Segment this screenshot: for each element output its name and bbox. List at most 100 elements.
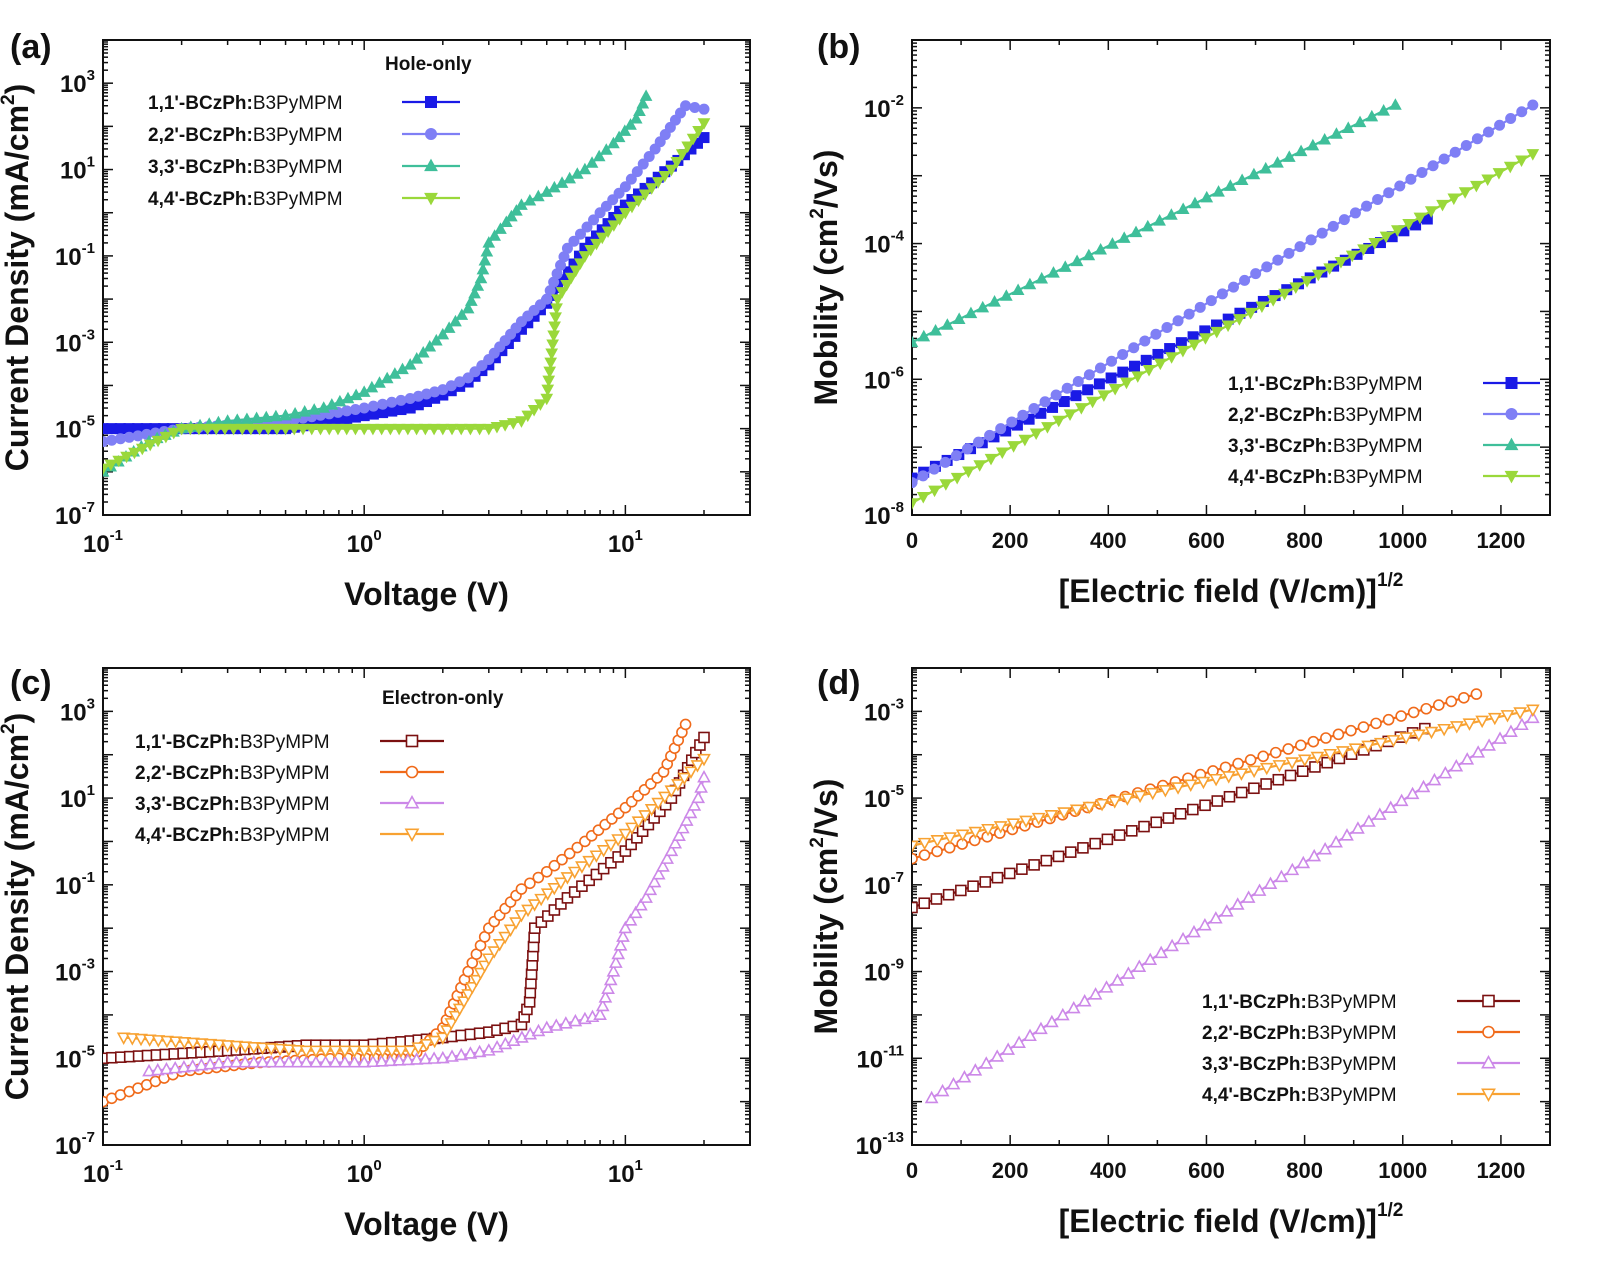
data-point xyxy=(476,262,490,275)
data-point xyxy=(1153,358,1167,371)
data-point xyxy=(912,852,918,865)
data-point xyxy=(492,938,507,952)
y-tick-label: 101 xyxy=(60,782,95,813)
data-point xyxy=(395,394,407,406)
data-point xyxy=(1140,354,1152,366)
data-point xyxy=(597,862,610,875)
data-point xyxy=(474,271,488,284)
data-point xyxy=(1282,743,1295,755)
data-point xyxy=(594,207,606,219)
series-2 xyxy=(103,100,710,448)
data-point xyxy=(1318,132,1332,145)
data-point xyxy=(112,455,126,468)
data-point xyxy=(1058,396,1070,408)
data-point xyxy=(253,423,266,436)
data-point xyxy=(333,394,347,407)
data-point xyxy=(1145,787,1160,801)
data-point xyxy=(1171,782,1185,795)
x-axis-ticks: 10-1 100 101 xyxy=(83,40,751,558)
data-point xyxy=(128,447,141,460)
data-point xyxy=(633,104,646,116)
data-point xyxy=(454,423,468,436)
data-point xyxy=(1338,214,1350,226)
y-tick-label: 10-4 xyxy=(864,228,905,259)
y-axis-title: Mobility (cm2/Vs) xyxy=(807,779,844,1035)
data-point xyxy=(1259,161,1273,174)
data-point xyxy=(1031,812,1046,826)
x-tick-label: 400 xyxy=(1090,1158,1127,1183)
data-point xyxy=(1158,785,1173,798)
y-axis-ticks: 10-7 10-5 10-3 10-1 101 103 xyxy=(55,39,750,530)
data-point xyxy=(366,423,380,436)
data-point xyxy=(540,888,555,901)
data-point xyxy=(1212,185,1225,197)
data-point xyxy=(411,1042,426,1055)
data-point xyxy=(991,871,1004,884)
data-point xyxy=(1093,378,1105,390)
data-point xyxy=(1050,389,1062,401)
data-point xyxy=(1232,314,1246,326)
data-point xyxy=(1329,835,1343,848)
data-point xyxy=(968,1063,983,1076)
y-axis-title: Current Density (mA/cm2) xyxy=(0,713,35,1101)
data-point xyxy=(600,200,612,212)
data-point xyxy=(631,166,643,178)
data-point xyxy=(603,972,618,986)
data-point xyxy=(1117,349,1129,361)
data-point xyxy=(561,892,574,904)
legend-label: 2,2'-BCzPh:B3PyMPM xyxy=(135,763,330,784)
data-point xyxy=(625,822,639,836)
data-point xyxy=(1211,795,1224,807)
data-point xyxy=(1187,339,1201,352)
data-point xyxy=(442,321,456,333)
data-point xyxy=(246,1041,261,1055)
data-point xyxy=(968,826,983,840)
data-point xyxy=(299,1045,314,1059)
y-tick-label: 101 xyxy=(60,154,95,185)
data-point xyxy=(1361,200,1373,212)
legend-marker xyxy=(1504,470,1519,484)
data-point xyxy=(328,1045,343,1059)
data-point xyxy=(1449,721,1464,734)
data-point xyxy=(1235,786,1248,799)
data-point xyxy=(1449,759,1464,772)
data-point xyxy=(930,835,945,848)
data-point xyxy=(255,1055,270,1068)
data-point xyxy=(999,289,1013,301)
data-point xyxy=(366,1045,381,1059)
data-point xyxy=(931,845,943,858)
data-point xyxy=(347,1045,362,1059)
data-point xyxy=(338,1055,352,1068)
series-line xyxy=(148,777,706,1073)
data-point xyxy=(1235,173,1249,186)
data-point xyxy=(1161,322,1173,334)
legend-label: 4,4'-BCzPh:B3PyMPM xyxy=(1228,467,1423,488)
y-tick-label: 10-8 xyxy=(864,499,904,530)
data-point xyxy=(1088,987,1103,1000)
data-point xyxy=(1165,938,1179,952)
data-point xyxy=(1138,820,1150,833)
x-axis-ticks: 0 200 400 600 800 1000 1200 xyxy=(906,40,1551,553)
legend-marker xyxy=(1482,1025,1495,1039)
data-point xyxy=(939,479,953,491)
data-point xyxy=(464,423,477,436)
data-point xyxy=(427,1051,441,1064)
data-point xyxy=(1039,396,1051,408)
data-point xyxy=(943,832,957,845)
data-point xyxy=(338,1045,352,1059)
data-point xyxy=(684,766,698,779)
data-point xyxy=(212,1056,226,1069)
data-point xyxy=(912,335,919,348)
data-point xyxy=(1471,133,1483,145)
data-point xyxy=(616,929,630,942)
data-point xyxy=(1019,815,1033,829)
data-point xyxy=(1110,973,1125,986)
data-point xyxy=(212,1039,226,1052)
data-point xyxy=(386,396,398,408)
data-point xyxy=(634,898,648,911)
data-point xyxy=(1082,384,1094,396)
data-point xyxy=(403,358,417,370)
data-point xyxy=(664,843,679,857)
data-point xyxy=(560,279,574,292)
data-point xyxy=(1129,360,1141,372)
